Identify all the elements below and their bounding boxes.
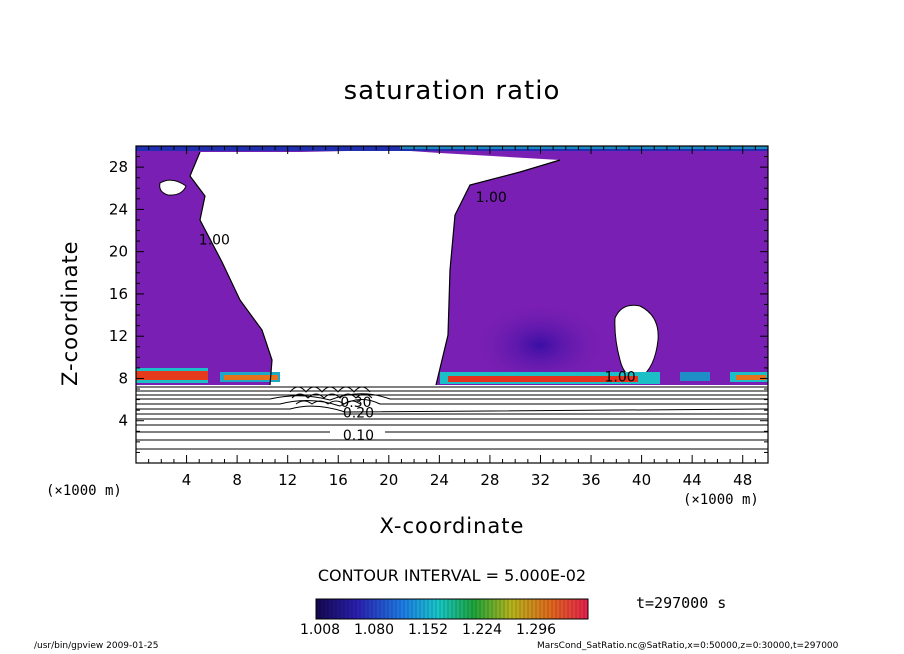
x-tick-label: 40 xyxy=(632,471,651,489)
y-tick-label: 28 xyxy=(109,158,128,176)
x-axis-label: X-coordinate xyxy=(379,514,525,538)
footer-source: MarsCond_SatRatio.nc@SatRatio,x=0:50000,… xyxy=(537,641,839,651)
contour-label: 1.00 xyxy=(199,232,230,248)
x-tick-label: 32 xyxy=(531,471,550,489)
supersat-region xyxy=(136,146,768,385)
y-axis-label: Z-coordinate xyxy=(58,240,82,386)
x-tick-label: 44 xyxy=(683,471,702,489)
x-tick-label: 20 xyxy=(379,471,398,489)
x-tick-label: 12 xyxy=(278,471,297,489)
surface-bands xyxy=(136,368,768,384)
colorbar-tick-label: 1.152 xyxy=(408,622,449,638)
time-label: t=297000 s xyxy=(636,594,727,612)
x-tick-label: 36 xyxy=(581,471,600,489)
contour-lines xyxy=(136,386,768,450)
colorbar xyxy=(316,599,588,619)
colorbar-stripes xyxy=(315,599,585,619)
contour-labels: 1.00 1.00 1.00 0.300.20 0.10 xyxy=(199,190,636,444)
subsat-patch xyxy=(614,304,659,379)
x-unit-label-left: (×1000 m) xyxy=(46,483,122,499)
y-tick-label: 24 xyxy=(109,200,128,218)
contour-label: 1.00 xyxy=(476,190,507,206)
x-tick-label: 8 xyxy=(232,471,242,489)
contour-label: 0.10 xyxy=(343,428,374,444)
lower-layer xyxy=(136,385,768,463)
x-tick-label: 16 xyxy=(329,471,348,489)
colorbar-frame xyxy=(315,598,589,620)
y-tick-label: 12 xyxy=(109,327,128,345)
y-tick-label: 8 xyxy=(118,369,128,387)
x-tick-label: 28 xyxy=(480,471,499,489)
dark-core xyxy=(470,300,610,390)
ground-contours xyxy=(289,386,373,405)
colorbar-tick-label: 1.008 xyxy=(300,622,341,638)
sat-contour xyxy=(189,151,561,386)
x-unit-label-right: (×1000 m) xyxy=(683,492,759,508)
colorbar-tick-label: 1.224 xyxy=(462,622,503,638)
heatmap-field xyxy=(136,146,768,463)
x-tick-label: 24 xyxy=(430,471,449,489)
colorbar-tick-label: 1.080 xyxy=(354,622,395,638)
contour-label: 0.30 xyxy=(340,395,371,411)
y-tick-label: 20 xyxy=(109,243,128,261)
subsat-spot xyxy=(159,179,187,196)
axis-ticks xyxy=(136,146,768,463)
chart-title: saturation ratio xyxy=(343,76,561,106)
x-tick-label: 4 xyxy=(182,471,192,489)
y-tick-label: 16 xyxy=(109,285,128,303)
x-tick-label: 48 xyxy=(733,471,752,489)
footer-command: /usr/bin/gpview 2009-01-25 xyxy=(34,641,159,651)
colorbar-tick-label: 1.296 xyxy=(516,622,557,638)
contour-interval-text: CONTOUR INTERVAL = 5.000E-02 xyxy=(317,566,587,585)
y-tick-label: 4 xyxy=(118,412,128,430)
contour-label: 1.00 xyxy=(605,370,636,386)
contour-label: 0.20 xyxy=(343,406,374,422)
